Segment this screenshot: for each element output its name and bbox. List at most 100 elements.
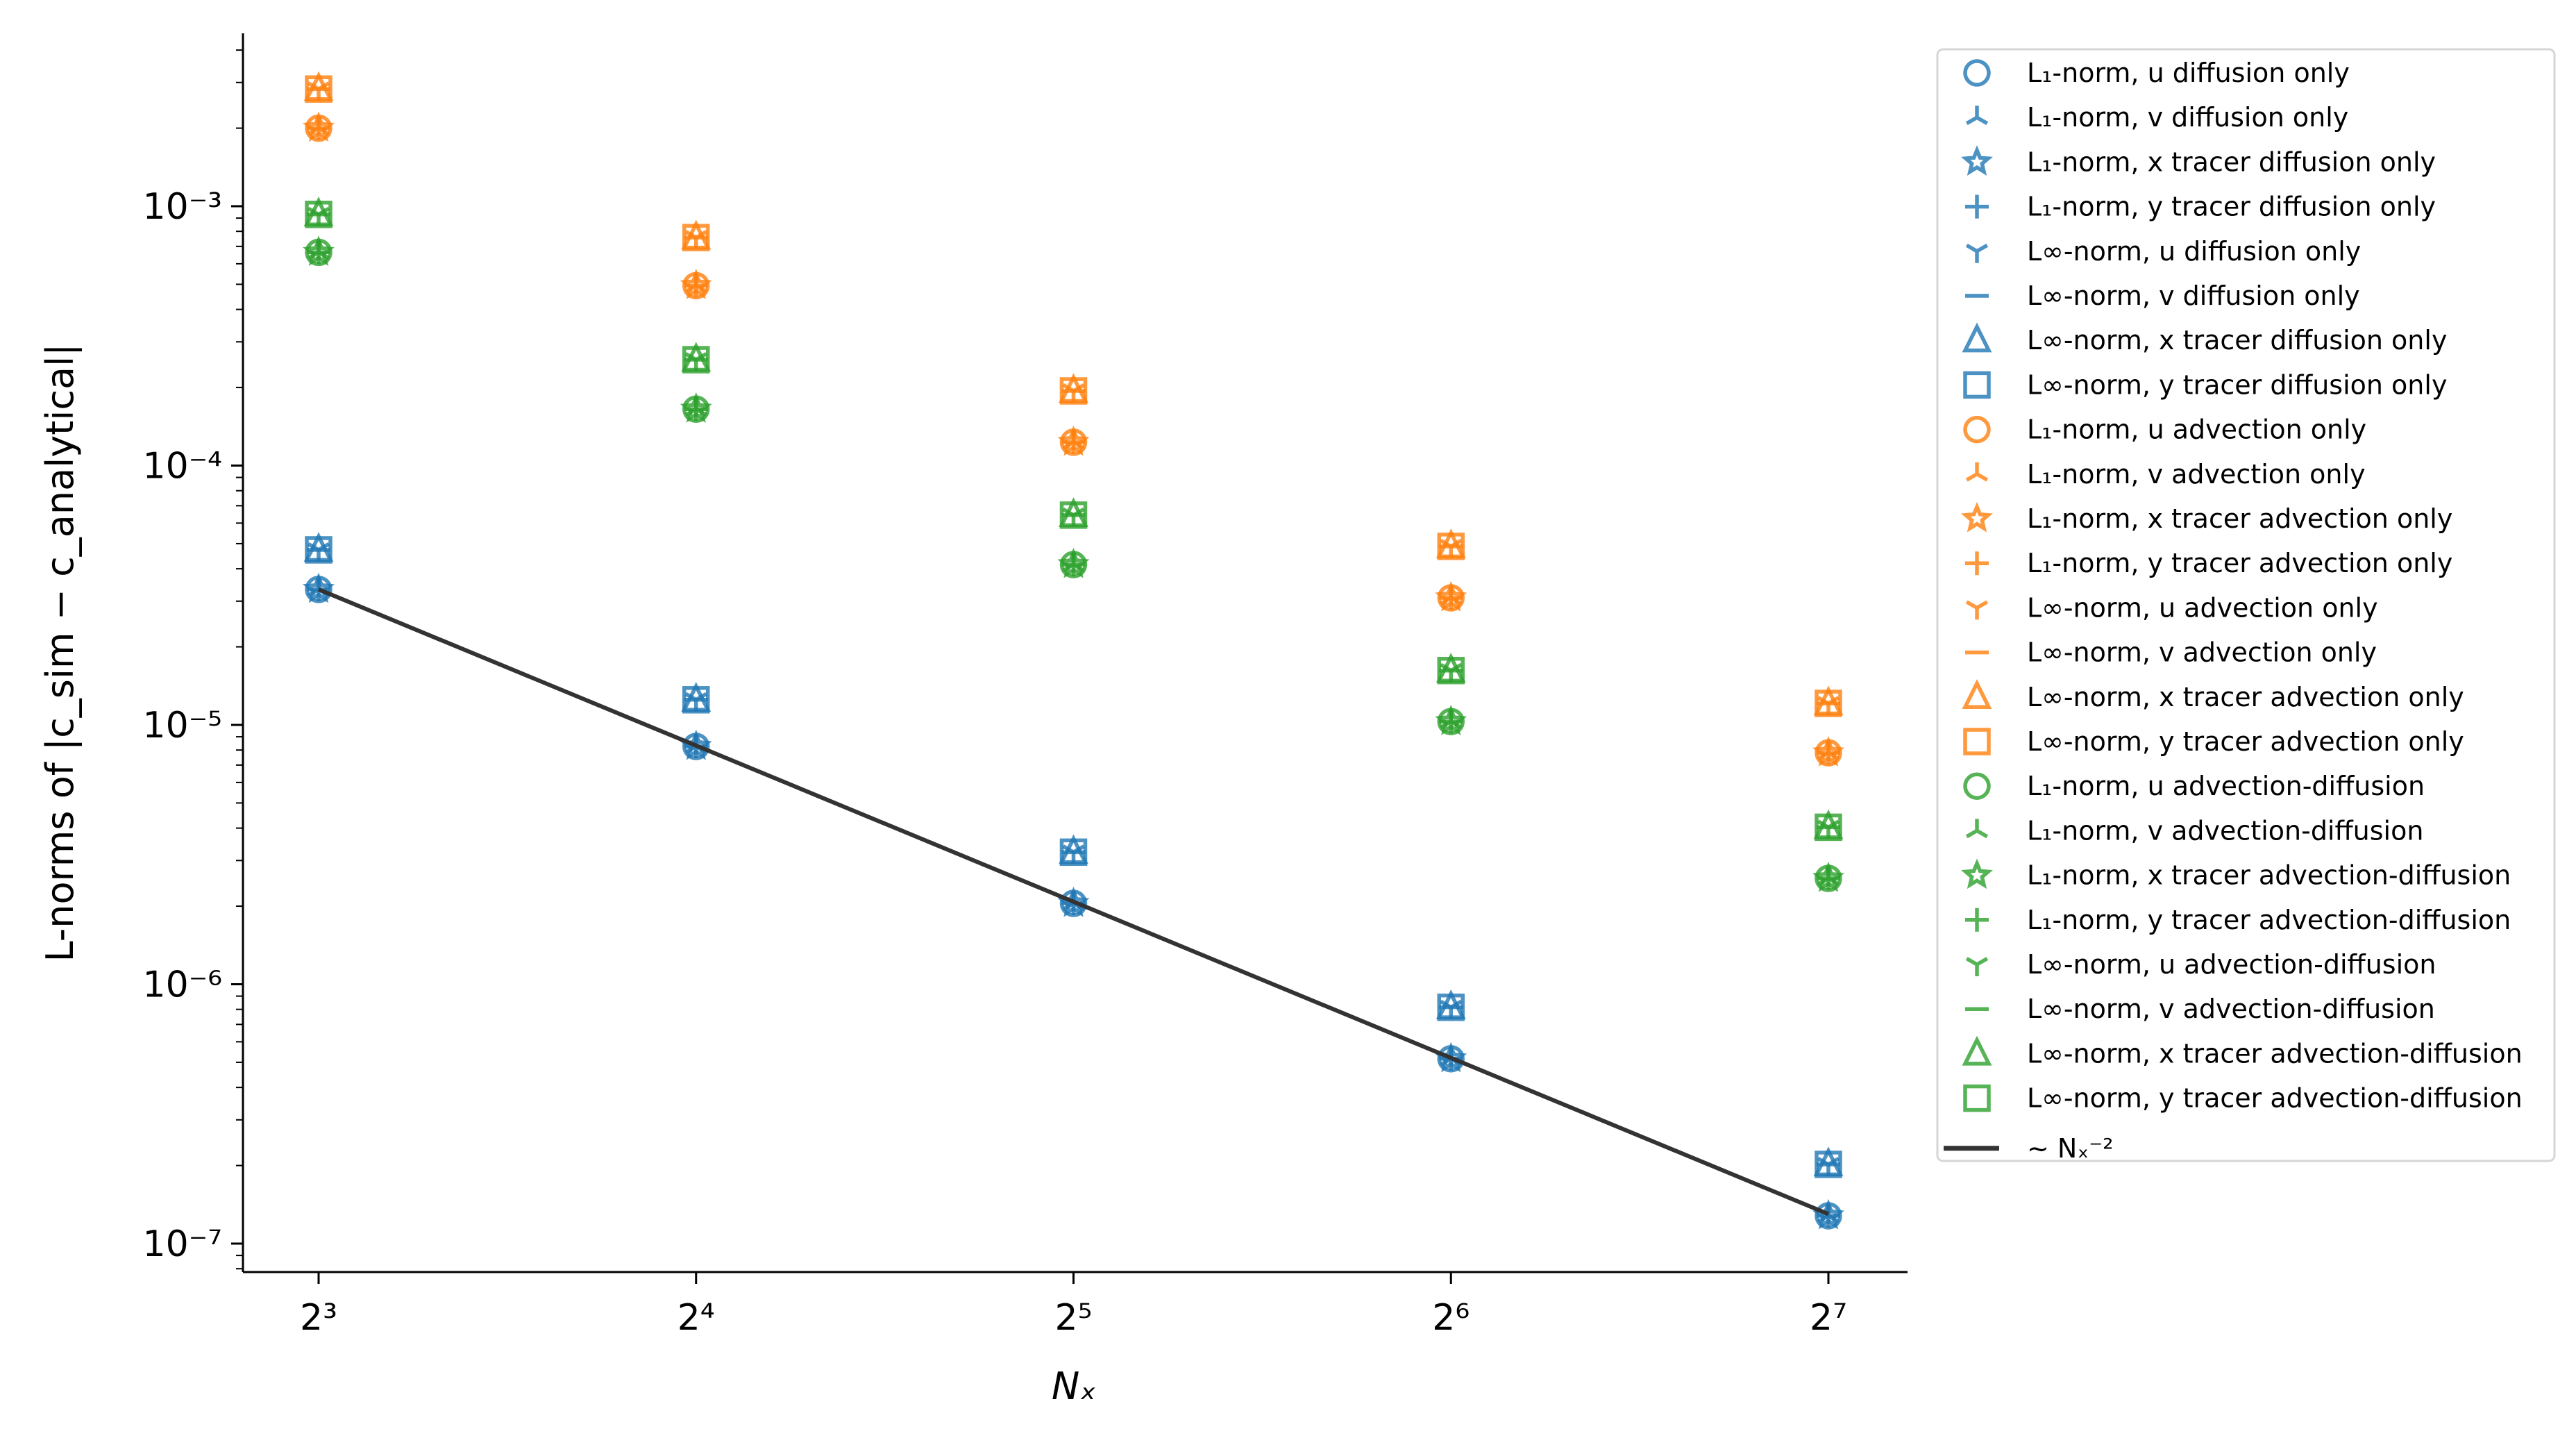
marker-tri-up <box>1965 106 1989 126</box>
legend-label: L∞-norm, v advection only <box>2027 637 2377 668</box>
y-tick-label: 10⁻⁵ <box>143 705 222 746</box>
legend-item: L∞-norm, x tracer diffusion only <box>1962 322 2447 356</box>
plus-marker <box>684 274 708 298</box>
marker-square <box>1437 993 1465 1021</box>
legend-item: L∞-norm, u advection-diffusion <box>1965 949 2436 980</box>
legend-item: L∞-norm, u advection only <box>1965 592 2378 623</box>
marker-plus <box>1817 867 1840 891</box>
plus-marker <box>1439 586 1463 610</box>
square-marker <box>305 536 332 564</box>
x-tick-label: 2³ <box>300 1297 337 1339</box>
plus-marker <box>684 397 708 421</box>
legend-label: L₁-norm, y tracer advection only <box>2027 548 2452 578</box>
marker-square <box>1963 371 1991 399</box>
tri-down-marker <box>1965 243 1989 263</box>
legend-label: L∞-norm, u advection-diffusion <box>2027 949 2436 980</box>
marker-tri-down <box>1965 600 1989 620</box>
legend-label: L∞-norm, v advection-diffusion <box>2027 994 2435 1024</box>
circle-marker <box>1963 415 1991 444</box>
marker-tri-up <box>1965 819 1989 839</box>
circle-marker <box>1963 772 1991 800</box>
marker-plus <box>1439 586 1463 610</box>
legend-label: L₁-norm, v advection-diffusion <box>2027 815 2423 846</box>
square-marker <box>1963 371 1991 399</box>
marker-square <box>1815 813 1842 842</box>
square-marker <box>1437 656 1465 685</box>
legend-item: L∞-norm, y tracer diffusion only <box>1963 369 2447 400</box>
marker-square <box>305 536 332 564</box>
square-marker <box>682 224 710 251</box>
legend-item: L∞-norm, y tracer advection-diffusion <box>1963 1083 2523 1114</box>
plus-marker <box>1965 908 1989 932</box>
plus-marker <box>1061 553 1086 577</box>
triangle-marker <box>1962 679 1992 709</box>
square-marker <box>1963 728 1991 755</box>
legend-item: L∞-norm, x tracer advection only <box>1962 679 2464 712</box>
square-marker <box>682 346 710 374</box>
legend-label: L∞-norm, x tracer advection only <box>2027 682 2464 712</box>
marker-square <box>1437 656 1465 685</box>
legend-label: L∞-norm, u diffusion only <box>2027 236 2361 267</box>
circle-marker <box>1963 59 1991 87</box>
marker-square <box>1963 1084 1991 1112</box>
tri-down-marker <box>1965 957 1989 976</box>
square-marker <box>1059 377 1088 405</box>
marker-star <box>1961 145 1993 176</box>
legend-item: L∞-norm, x tracer advection-diffusion <box>1962 1035 2523 1069</box>
marker-plus <box>1965 908 1989 932</box>
plus-marker <box>307 116 330 140</box>
legend-label: L∞-norm, y tracer advection only <box>2027 726 2464 757</box>
x-tick-label: 2⁴ <box>677 1297 715 1339</box>
marker-plus <box>1965 551 1989 576</box>
plus-marker <box>1965 551 1989 576</box>
square-marker <box>1437 993 1465 1021</box>
legend-item: L₁-norm, u advection only <box>1963 415 2366 445</box>
tri-up-marker <box>1965 462 1989 482</box>
square-marker <box>1059 501 1088 529</box>
plus-marker <box>1439 710 1463 734</box>
square-marker <box>1815 1151 1842 1178</box>
plus-marker <box>307 240 330 265</box>
legend-item: L₁-norm, x tracer advection only <box>1961 501 2452 534</box>
legend-item: L₁-norm, u diffusion only <box>1963 58 2350 88</box>
marker-plus <box>684 397 708 421</box>
legend-item: ~ Nₓ⁻² <box>1944 1133 2114 1164</box>
star-marker <box>1961 858 1993 889</box>
legend-label: L₁-norm, v diffusion only <box>2027 102 2348 133</box>
square-marker <box>1059 838 1088 867</box>
legend-label: L₁-norm, u diffusion only <box>2027 58 2350 88</box>
legend-label: L∞-norm, v diffusion only <box>2027 281 2360 311</box>
marker-plus <box>307 240 330 265</box>
marker-square <box>1059 501 1088 529</box>
marker-square <box>682 346 710 374</box>
marker-square <box>305 201 332 228</box>
legend-item: L∞-norm, v advection-diffusion <box>1965 994 2435 1024</box>
marker-plus <box>1061 553 1086 577</box>
marker-plus <box>1817 741 1840 765</box>
plus-marker <box>1817 1203 1840 1228</box>
legend-label: L₁-norm, y tracer diffusion only <box>2027 192 2436 222</box>
marker-plus <box>307 577 330 601</box>
marker-circle <box>1963 772 1991 800</box>
plus-marker <box>1965 194 1989 219</box>
marker-plus <box>307 116 330 140</box>
legend-label: L∞-norm, u advection only <box>2027 592 2378 623</box>
legend-item: L₁-norm, v diffusion only <box>1965 102 2348 133</box>
legend-item: L∞-norm, y tracer advection only <box>1963 726 2464 757</box>
square-marker <box>1963 1084 1991 1112</box>
square-marker <box>305 75 332 103</box>
square-marker <box>1815 689 1842 717</box>
y-ticks: 10⁻³ 10⁻⁴ 10⁻⁵ 10⁻⁶ 10⁻⁷ <box>143 49 243 1270</box>
square-marker <box>1815 813 1842 842</box>
y-tick-label: 10⁻³ <box>143 186 222 228</box>
legend-item: L₁-norm, x tracer advection-diffusion <box>1961 858 2511 891</box>
marker-tri-down <box>1965 243 1989 263</box>
marker-square <box>1437 533 1465 560</box>
marker-plus <box>1817 1203 1840 1228</box>
reference-line <box>317 587 1830 1217</box>
plot-area <box>302 71 1845 1230</box>
square-marker <box>1437 533 1465 560</box>
legend-item: L₁-norm, v advection only <box>1965 459 2366 490</box>
tri-up-marker <box>1965 106 1989 126</box>
